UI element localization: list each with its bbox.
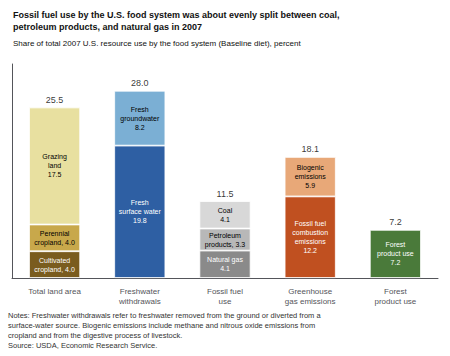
svg-text:Fresh: Fresh [131, 199, 149, 206]
svg-text:Source: USDA, Economic Researc: Source: USDA, Economic Research Service. [8, 341, 157, 350]
svg-text:Share of total 2007 U.S. resou: Share of total 2007 U.S. resource use by… [13, 39, 301, 48]
svg-text:7.2: 7.2 [389, 217, 402, 227]
svg-text:17.5: 17.5 [48, 171, 62, 178]
svg-text:Coal: Coal [218, 207, 233, 214]
svg-text:emissions: emissions [295, 173, 327, 180]
svg-text:surface-water source. Biogenic: surface-water source. Biogenic emissions… [8, 321, 315, 330]
svg-text:Forest: Forest [385, 241, 405, 248]
svg-text:products, 3.3: products, 3.3 [205, 241, 246, 249]
svg-text:emissions: emissions [295, 238, 327, 245]
svg-text:5.9: 5.9 [305, 182, 315, 189]
svg-text:4.1: 4.1 [220, 216, 230, 223]
svg-text:Perennial: Perennial [40, 230, 70, 237]
svg-text:cropland, 4.0: cropland, 4.0 [34, 239, 75, 247]
svg-text:Freshwater: Freshwater [120, 287, 160, 296]
svg-text:Fossil fuel: Fossil fuel [207, 287, 243, 296]
svg-text:Cultivated: Cultivated [39, 257, 70, 264]
svg-text:11.5: 11.5 [217, 189, 234, 199]
svg-text:Notes: Freshwater withdrawals: Notes: Freshwater withdrawals refer to f… [8, 311, 321, 320]
svg-text:groundwater: groundwater [120, 115, 160, 123]
svg-text:Total land area: Total land area [28, 287, 81, 296]
svg-text:28.0: 28.0 [131, 78, 149, 88]
svg-text:4.1: 4.1 [220, 265, 230, 272]
svg-text:petroleum products, and natura: petroleum products, and natural gas in 2… [13, 22, 202, 32]
svg-text:cropland, 4.0: cropland, 4.0 [34, 266, 75, 274]
svg-text:combustion: combustion [292, 229, 328, 236]
svg-text:19.8: 19.8 [133, 217, 147, 224]
svg-text:7.2: 7.2 [391, 259, 401, 266]
svg-text:withdrawals: withdrawals [118, 297, 161, 306]
svg-text:Biogenic: Biogenic [297, 164, 324, 172]
svg-text:product use: product use [377, 250, 414, 258]
svg-text:cropland and from the digestiv: cropland and from the digestive process … [8, 331, 182, 340]
svg-text:25.5: 25.5 [46, 95, 64, 105]
svg-text:use: use [219, 297, 232, 306]
svg-text:Fossil fuel: Fossil fuel [294, 220, 326, 227]
svg-text:Petroleum: Petroleum [209, 232, 241, 239]
svg-text:Grazing: Grazing [42, 153, 67, 161]
svg-text:18.1: 18.1 [301, 144, 319, 154]
svg-text:land: land [48, 162, 61, 169]
svg-text:Natural gas: Natural gas [207, 256, 243, 264]
svg-text:Fossil fuel use by the U.S. fo: Fossil fuel use by the U.S. food system … [13, 10, 340, 20]
svg-text:surface water: surface water [119, 208, 162, 215]
svg-text:Fresh: Fresh [131, 106, 149, 113]
svg-text:gas emissions: gas emissions [285, 297, 336, 306]
svg-text:12.2: 12.2 [303, 247, 317, 254]
svg-text:Forest: Forest [384, 287, 407, 296]
svg-text:Greenhouse: Greenhouse [288, 287, 333, 296]
svg-text:product use: product use [374, 297, 416, 306]
svg-text:8.2: 8.2 [135, 124, 145, 131]
